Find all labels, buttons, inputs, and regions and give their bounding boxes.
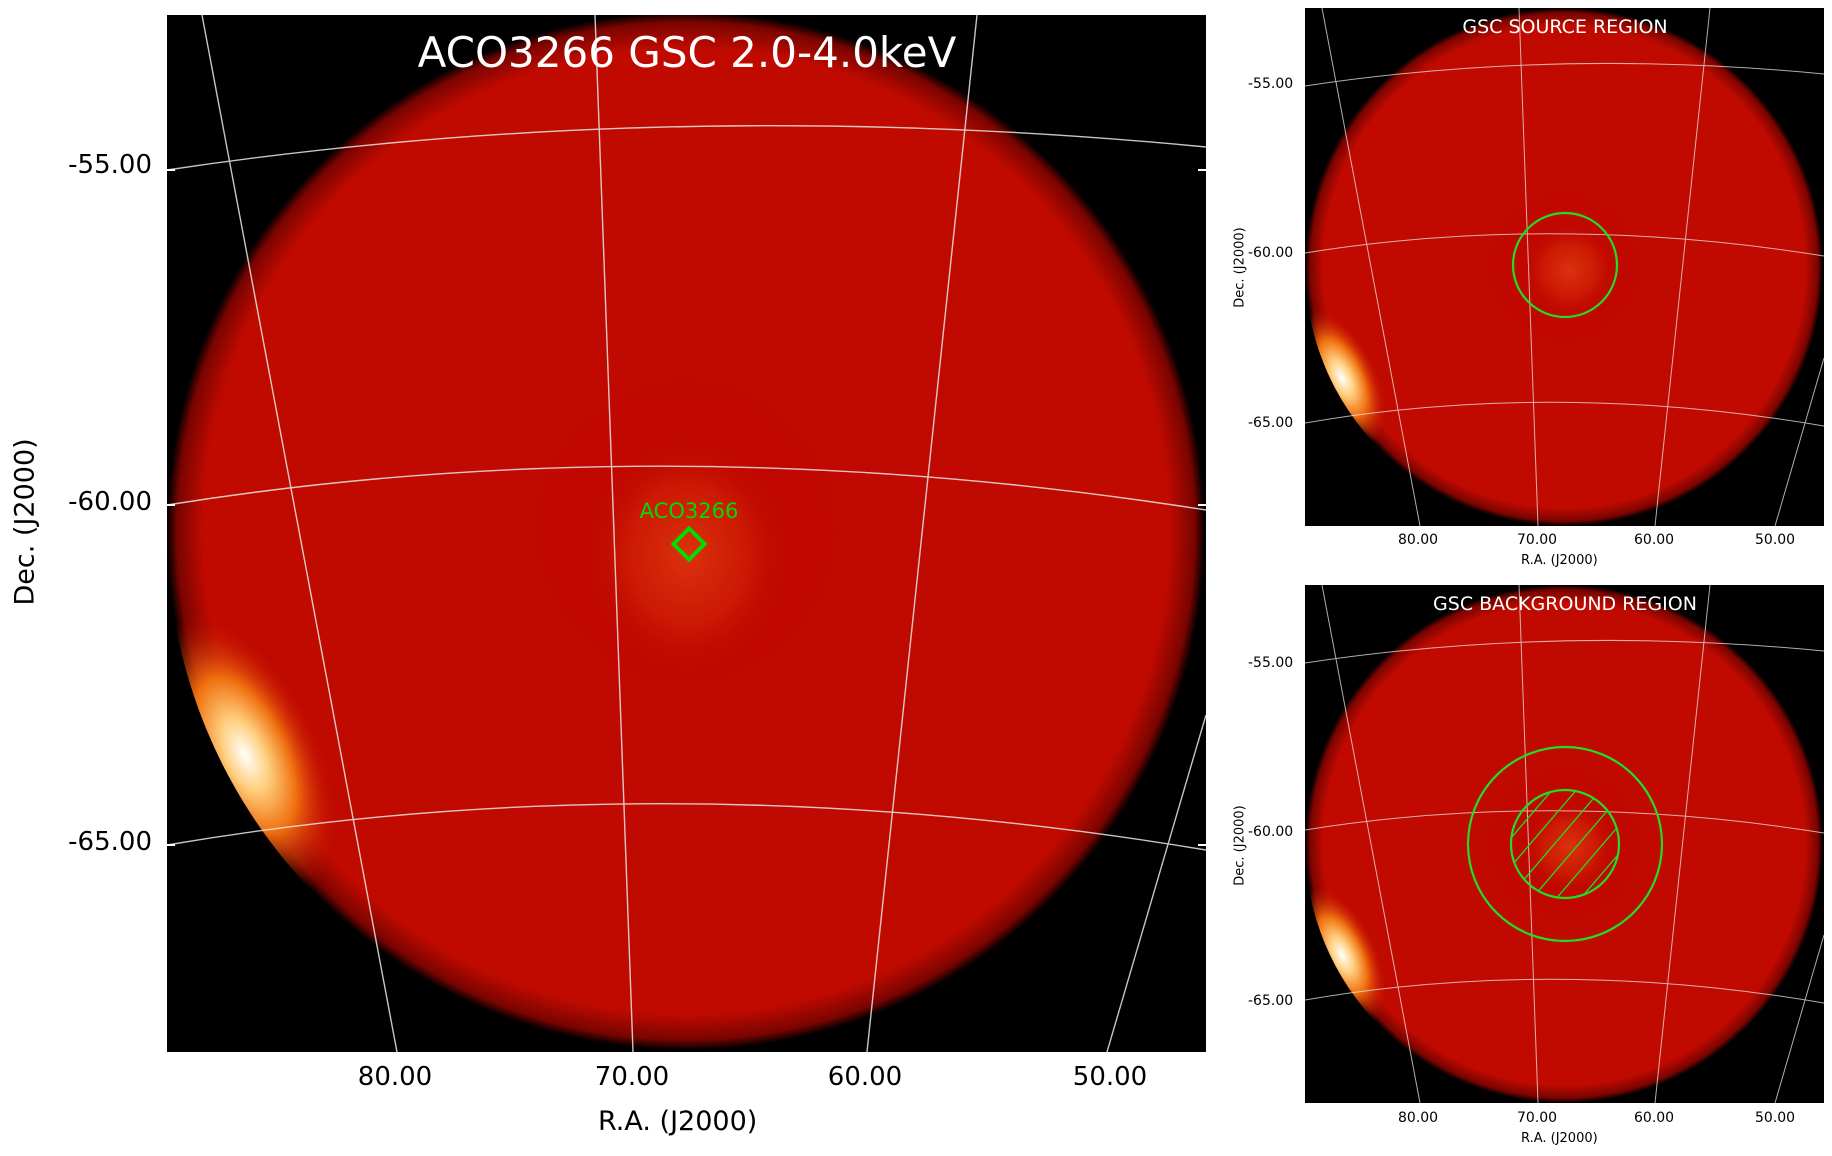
source-panel-title: GSC SOURCE REGION [1462, 16, 1667, 38]
bg-y-tick-1: -55.00 [1248, 655, 1294, 671]
src-x-tick-4: 50.00 [1755, 532, 1796, 548]
bg-x-tick-4: 50.00 [1755, 1110, 1796, 1126]
coordinate-grid [166, 14, 1207, 1053]
coordinate-grid [1304, 584, 1825, 1104]
src-x-axis-label: R.A. (J2000) [1521, 553, 1598, 568]
bg-x-tick-1: 80.00 [1398, 1110, 1439, 1126]
main-x-tick-2: 70.00 [594, 1062, 670, 1092]
bg-y-tick-3: -65.00 [1248, 993, 1294, 1009]
background-region-panel: GSC BACKGROUND REGION [1304, 584, 1825, 1104]
main-x-axis-label: R.A. (J2000) [598, 1106, 758, 1137]
main-y-tick-2: -60.00 [68, 487, 152, 517]
bg-x-tick-2: 70.00 [1517, 1110, 1558, 1126]
main-y-tick-1: -55.00 [68, 150, 152, 180]
main-image-panel: ACO3266 ACO3266 GSC 2.0-4.0keV [166, 12, 1207, 1053]
main-x-tick-1: 80.00 [357, 1062, 433, 1092]
src-y-axis-label: Dec. (J2000) [1232, 227, 1248, 308]
bg-y-axis-label: Dec. (J2000) [1232, 805, 1248, 886]
bg-x-tick-3: 60.00 [1634, 1110, 1675, 1126]
src-y-tick-2: -60.00 [1248, 245, 1294, 261]
background-inner-circle[interactable] [1509, 788, 1621, 900]
source-region-panel: GSC SOURCE REGION [1304, 7, 1825, 527]
aco3266-marker[interactable]: ACO3266 [640, 499, 739, 563]
src-x-tick-1: 80.00 [1398, 532, 1439, 548]
bg-y-tick-2: -60.00 [1248, 824, 1294, 840]
source-region-circle[interactable] [1511, 211, 1619, 319]
src-x-tick-2: 70.00 [1517, 532, 1558, 548]
src-y-tick-3: -65.00 [1248, 415, 1294, 431]
tick-marks [167, 169, 1206, 846]
source-region-image: GSC SOURCE REGION [1304, 7, 1825, 527]
background-panel-title: GSC BACKGROUND REGION [1433, 593, 1697, 615]
main-x-tick-3: 60.00 [827, 1062, 903, 1092]
excluded-source-hatch [1511, 790, 1619, 898]
coordinate-grid [1304, 7, 1825, 527]
background-outer-circle[interactable] [1466, 745, 1664, 943]
background-region-image: GSC BACKGROUND REGION [1304, 584, 1825, 1104]
main-y-tick-3: -65.00 [68, 827, 152, 857]
src-x-tick-3: 60.00 [1634, 532, 1675, 548]
main-x-tick-4: 50.00 [1072, 1062, 1148, 1092]
src-y-tick-1: -55.00 [1248, 76, 1294, 92]
main-y-axis-label: Dec. (J2000) [9, 438, 41, 606]
main-title: ACO3266 GSC 2.0-4.0keV [418, 28, 957, 77]
bg-x-axis-label: R.A. (J2000) [1521, 1131, 1598, 1146]
aco3266-label: ACO3266 [640, 499, 739, 523]
main-image: ACO3266 ACO3266 GSC 2.0-4.0keV [166, 12, 1207, 1053]
